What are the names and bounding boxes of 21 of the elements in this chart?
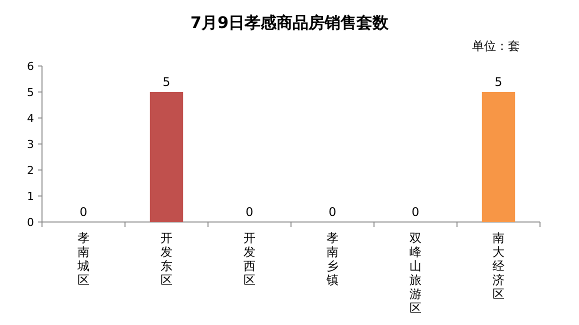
x-tick: 开发东区	[160, 231, 172, 287]
data-label: 5	[494, 75, 502, 89]
y-tick: 5	[27, 86, 34, 99]
y-tick: 1	[27, 190, 34, 203]
title: 7月9日孝感商品房销售套数	[190, 13, 389, 32]
data-label: 0	[80, 205, 88, 219]
data-label: 0	[412, 205, 420, 219]
y-tick: 3	[27, 138, 34, 151]
data-label: 0	[246, 205, 254, 219]
data-label: 5	[162, 75, 170, 89]
data-label: 0	[328, 205, 336, 219]
y-tick: 4	[27, 112, 34, 125]
x-tick: 孝南城区	[78, 231, 90, 287]
y-tick: 6	[27, 60, 34, 73]
y-tick: 0	[27, 216, 34, 229]
x-tick: 孝南乡镇	[326, 231, 338, 287]
y-tick: 2	[27, 164, 34, 177]
x-tick: 开发西区	[244, 231, 256, 287]
annotation: 单位：套	[472, 39, 520, 53]
x-tick: 南大经济区	[492, 231, 504, 301]
x-tick: 双峰山旅游区	[410, 231, 422, 315]
